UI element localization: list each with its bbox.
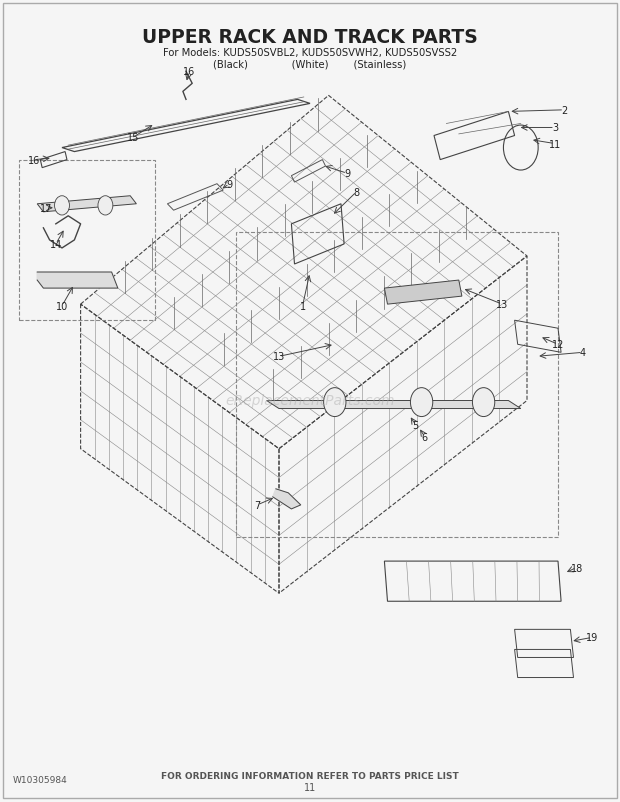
Text: 19: 19 <box>586 633 598 642</box>
Polygon shape <box>37 273 118 289</box>
Text: 9: 9 <box>344 169 350 179</box>
Text: UPPER RACK AND TRACK PARTS: UPPER RACK AND TRACK PARTS <box>142 28 478 47</box>
Text: 10: 10 <box>56 302 68 311</box>
Text: 3: 3 <box>552 124 558 133</box>
Text: (Black)              (White)        (Stainless): (Black) (White) (Stainless) <box>213 59 407 69</box>
Text: For Models: KUDS50SVBL2, KUDS50SVWH2, KUDS50SVSS2: For Models: KUDS50SVBL2, KUDS50SVWH2, KU… <box>163 48 457 58</box>
Text: eReplacementParts.com: eReplacementParts.com <box>225 394 395 408</box>
Polygon shape <box>384 281 462 305</box>
Polygon shape <box>37 196 136 213</box>
Text: 4: 4 <box>580 348 586 358</box>
Text: 13: 13 <box>496 300 508 310</box>
Circle shape <box>55 196 69 216</box>
Circle shape <box>410 388 433 417</box>
Text: 9: 9 <box>226 180 232 189</box>
Text: 16: 16 <box>183 67 195 77</box>
Text: FOR ORDERING INFORMATION REFER TO PARTS PRICE LIST: FOR ORDERING INFORMATION REFER TO PARTS … <box>161 771 459 780</box>
Text: 2: 2 <box>561 106 567 115</box>
Text: W10305984: W10305984 <box>12 776 67 784</box>
Text: 8: 8 <box>353 188 360 197</box>
Circle shape <box>98 196 113 216</box>
Text: 11: 11 <box>304 782 316 792</box>
Text: 15: 15 <box>127 133 140 143</box>
Text: 5: 5 <box>412 420 418 430</box>
Text: 18: 18 <box>570 563 583 573</box>
Text: 14: 14 <box>50 240 62 249</box>
Text: 11: 11 <box>549 140 561 149</box>
Text: 6: 6 <box>422 432 428 442</box>
Polygon shape <box>273 489 301 509</box>
Text: 7: 7 <box>254 500 260 510</box>
Text: 17: 17 <box>40 204 53 213</box>
Text: 13: 13 <box>273 352 285 362</box>
Circle shape <box>472 388 495 417</box>
Text: 16: 16 <box>28 156 40 165</box>
Polygon shape <box>267 401 521 409</box>
Text: 1: 1 <box>299 302 306 311</box>
Circle shape <box>324 388 346 417</box>
Text: 12: 12 <box>552 340 564 350</box>
